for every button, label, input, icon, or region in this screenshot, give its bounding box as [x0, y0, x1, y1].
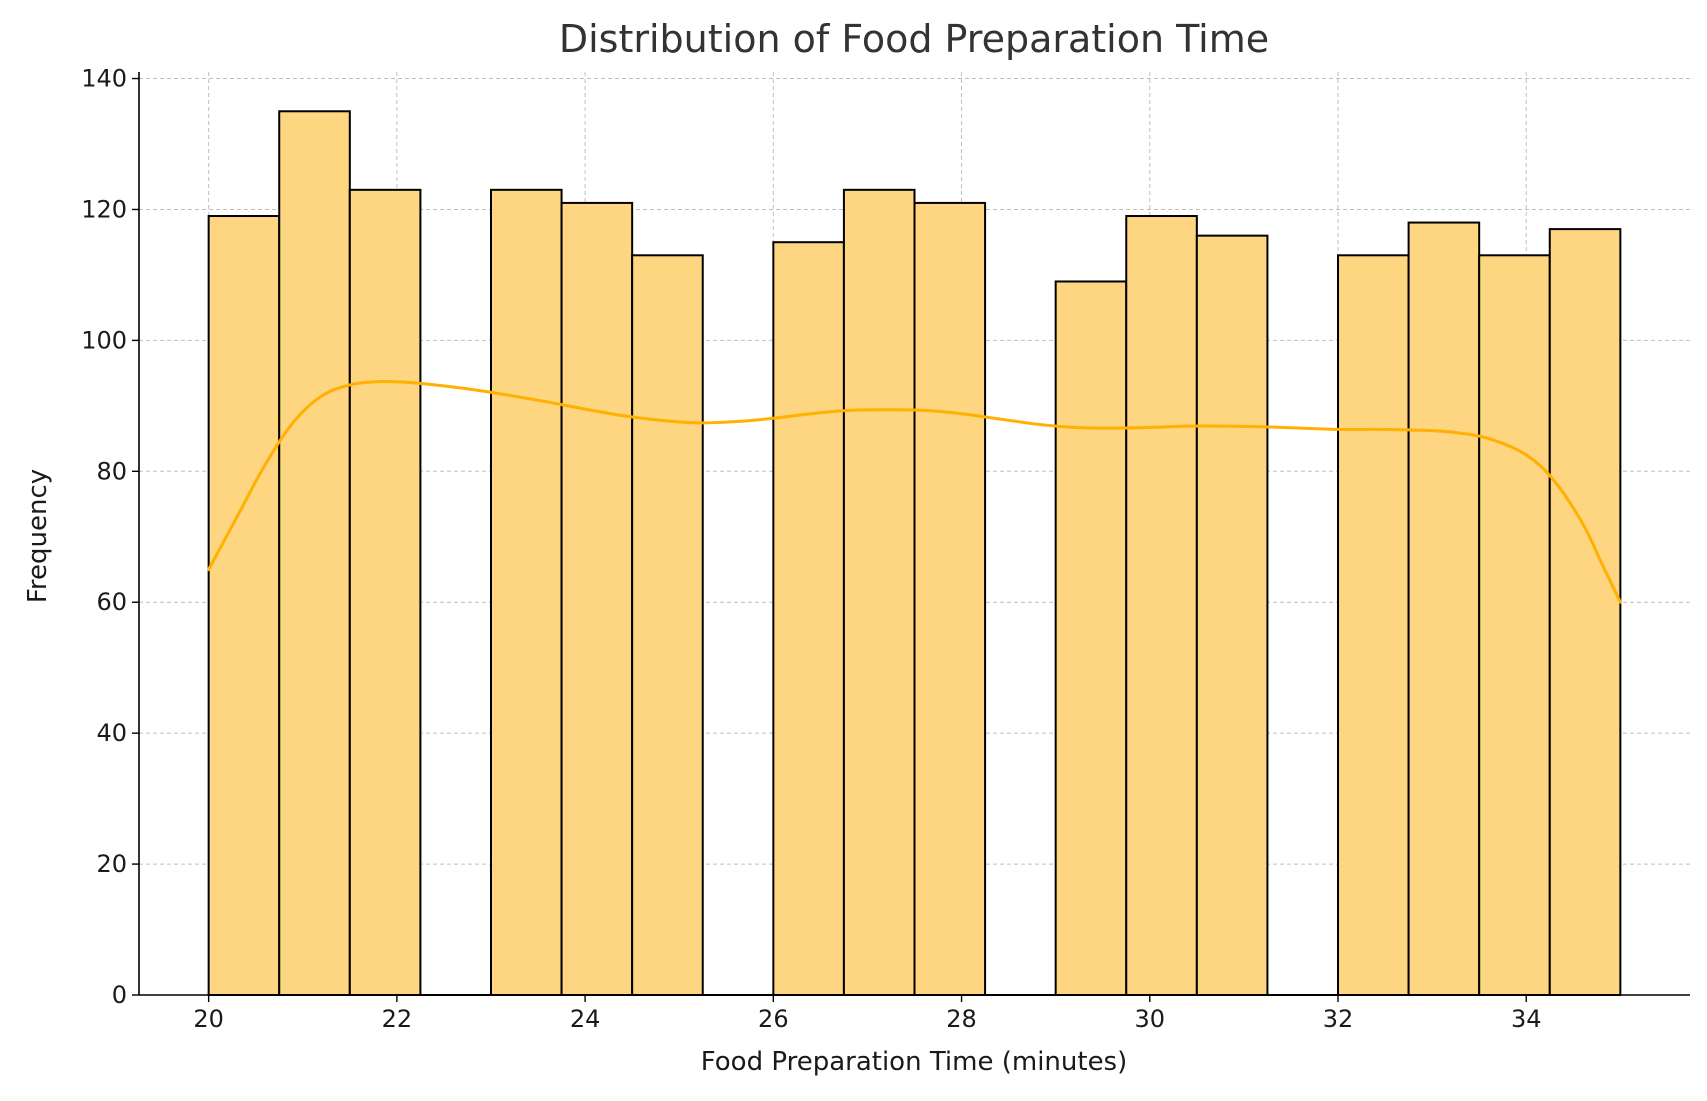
- histogram-bar: [1125, 215, 1198, 997]
- x-axis-ticks: 20 22 24 26 28 30 32 34: [193, 995, 1542, 1033]
- histogram-bar: [348, 188, 422, 997]
- histogram-bar: [1337, 254, 1410, 997]
- histogram-bars: [207, 110, 1622, 997]
- x-tick-label: 28: [946, 1005, 977, 1033]
- histogram-bar: [1478, 254, 1551, 997]
- histogram-bar: [1195, 234, 1269, 997]
- histogram-bar: [278, 110, 351, 996]
- histogram-bar: [489, 188, 563, 997]
- y-tick-label: 100: [81, 326, 127, 354]
- kde-curve: [207, 379, 1622, 604]
- x-tick-label: 20: [193, 1005, 224, 1033]
- y-tick-label: 60: [96, 588, 127, 616]
- chart-title: Distribution of Food Preparation Time: [559, 17, 1269, 61]
- y-tick-label: 40: [96, 719, 127, 747]
- histogram-bar: [842, 188, 916, 997]
- histogram-bar: [631, 254, 704, 997]
- y-tick-label: 80: [96, 457, 127, 485]
- histogram-bar: [913, 201, 987, 996]
- histogram-bar: [1407, 221, 1481, 996]
- x-tick-label: 24: [570, 1005, 601, 1033]
- x-tick-label: 26: [758, 1005, 789, 1033]
- y-tick-label: 140: [81, 65, 127, 93]
- histogram-bar: [1054, 280, 1128, 997]
- x-tick-label: 34: [1511, 1005, 1542, 1033]
- histogram-bar: [560, 201, 634, 996]
- histogram-bar: [772, 241, 845, 996]
- x-tick-label: 30: [1135, 1005, 1166, 1033]
- x-tick-label: 32: [1323, 1005, 1354, 1033]
- y-axis-ticks: 0 20 40 60 80 100 120 140: [81, 65, 139, 1009]
- x-axis-label: Food Preparation Time (minutes): [701, 1047, 1128, 1077]
- y-axis-label: Frequency: [23, 469, 53, 603]
- histogram-bar: [207, 215, 281, 997]
- y-tick-label: 0: [112, 981, 127, 1009]
- histogram-bar: [1548, 228, 1622, 996]
- y-tick-label: 120: [81, 195, 127, 223]
- x-tick-label: 22: [382, 1005, 413, 1033]
- y-tick-label: 20: [96, 850, 127, 878]
